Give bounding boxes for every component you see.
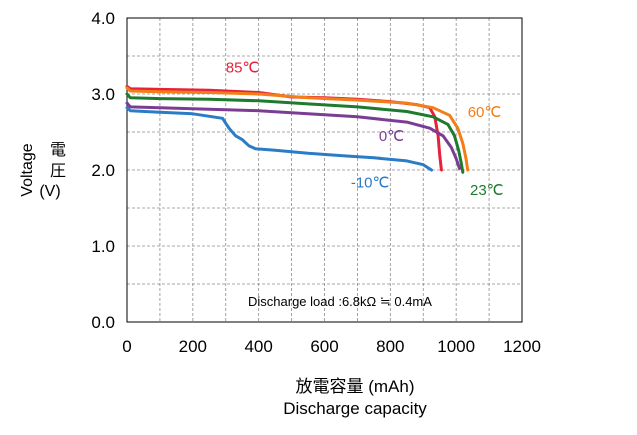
series-lines <box>125 84 470 174</box>
x-tick-label: 800 <box>376 337 404 356</box>
y-tick-label: 2.0 <box>91 161 115 180</box>
y-axis-label-en: Voltage <box>19 143 36 196</box>
series-label-3: 0℃ <box>379 128 404 145</box>
y-axis-label-jp-2: 圧 <box>50 163 66 180</box>
series-label-2: 23℃ <box>470 182 504 199</box>
y-tick-label: 0.0 <box>91 313 115 332</box>
x-tick-label: 1200 <box>503 337 541 356</box>
x-tick-label: 1000 <box>437 337 475 356</box>
series-line-2 <box>125 92 465 174</box>
x-axis-label-jp: 放電容量 (mAh) <box>296 377 415 396</box>
y-tick-labels: 0.0 1.0 2.0 3.0 4.0 <box>91 9 115 332</box>
grid <box>127 18 522 322</box>
x-tick-label: 200 <box>179 337 207 356</box>
series-line-1 <box>125 86 470 172</box>
series-label-1: 60℃ <box>468 104 502 121</box>
discharge-load-note: Discharge load :6.8kΩ ≒ 0.4mA <box>248 294 432 309</box>
series-label-0: 85℃ <box>226 60 260 77</box>
y-axis-label-jp-1: 電 <box>50 142 66 159</box>
x-tick-label: 0 <box>122 337 131 356</box>
x-tick-label: 400 <box>244 337 272 356</box>
y-axis-label: Voltage 電 圧 (V) <box>19 142 66 200</box>
x-axis-label-en: Discharge capacity <box>283 399 427 418</box>
series-label-4: -10℃ <box>351 174 390 191</box>
series-line-3 <box>125 101 461 170</box>
y-tick-label: 4.0 <box>91 9 115 28</box>
x-tick-label: 600 <box>310 337 338 356</box>
x-tick-labels: 0 200 400 600 800 1000 1200 <box>122 337 541 356</box>
y-tick-label: 1.0 <box>91 237 115 256</box>
series-line-4 <box>125 106 433 172</box>
series-labels: 85℃ 60℃ 23℃ 0℃ -10℃ <box>226 60 504 199</box>
y-tick-label: 3.0 <box>91 85 115 104</box>
y-axis-label-unit: (V) <box>39 183 60 200</box>
plot-area <box>126 17 523 323</box>
